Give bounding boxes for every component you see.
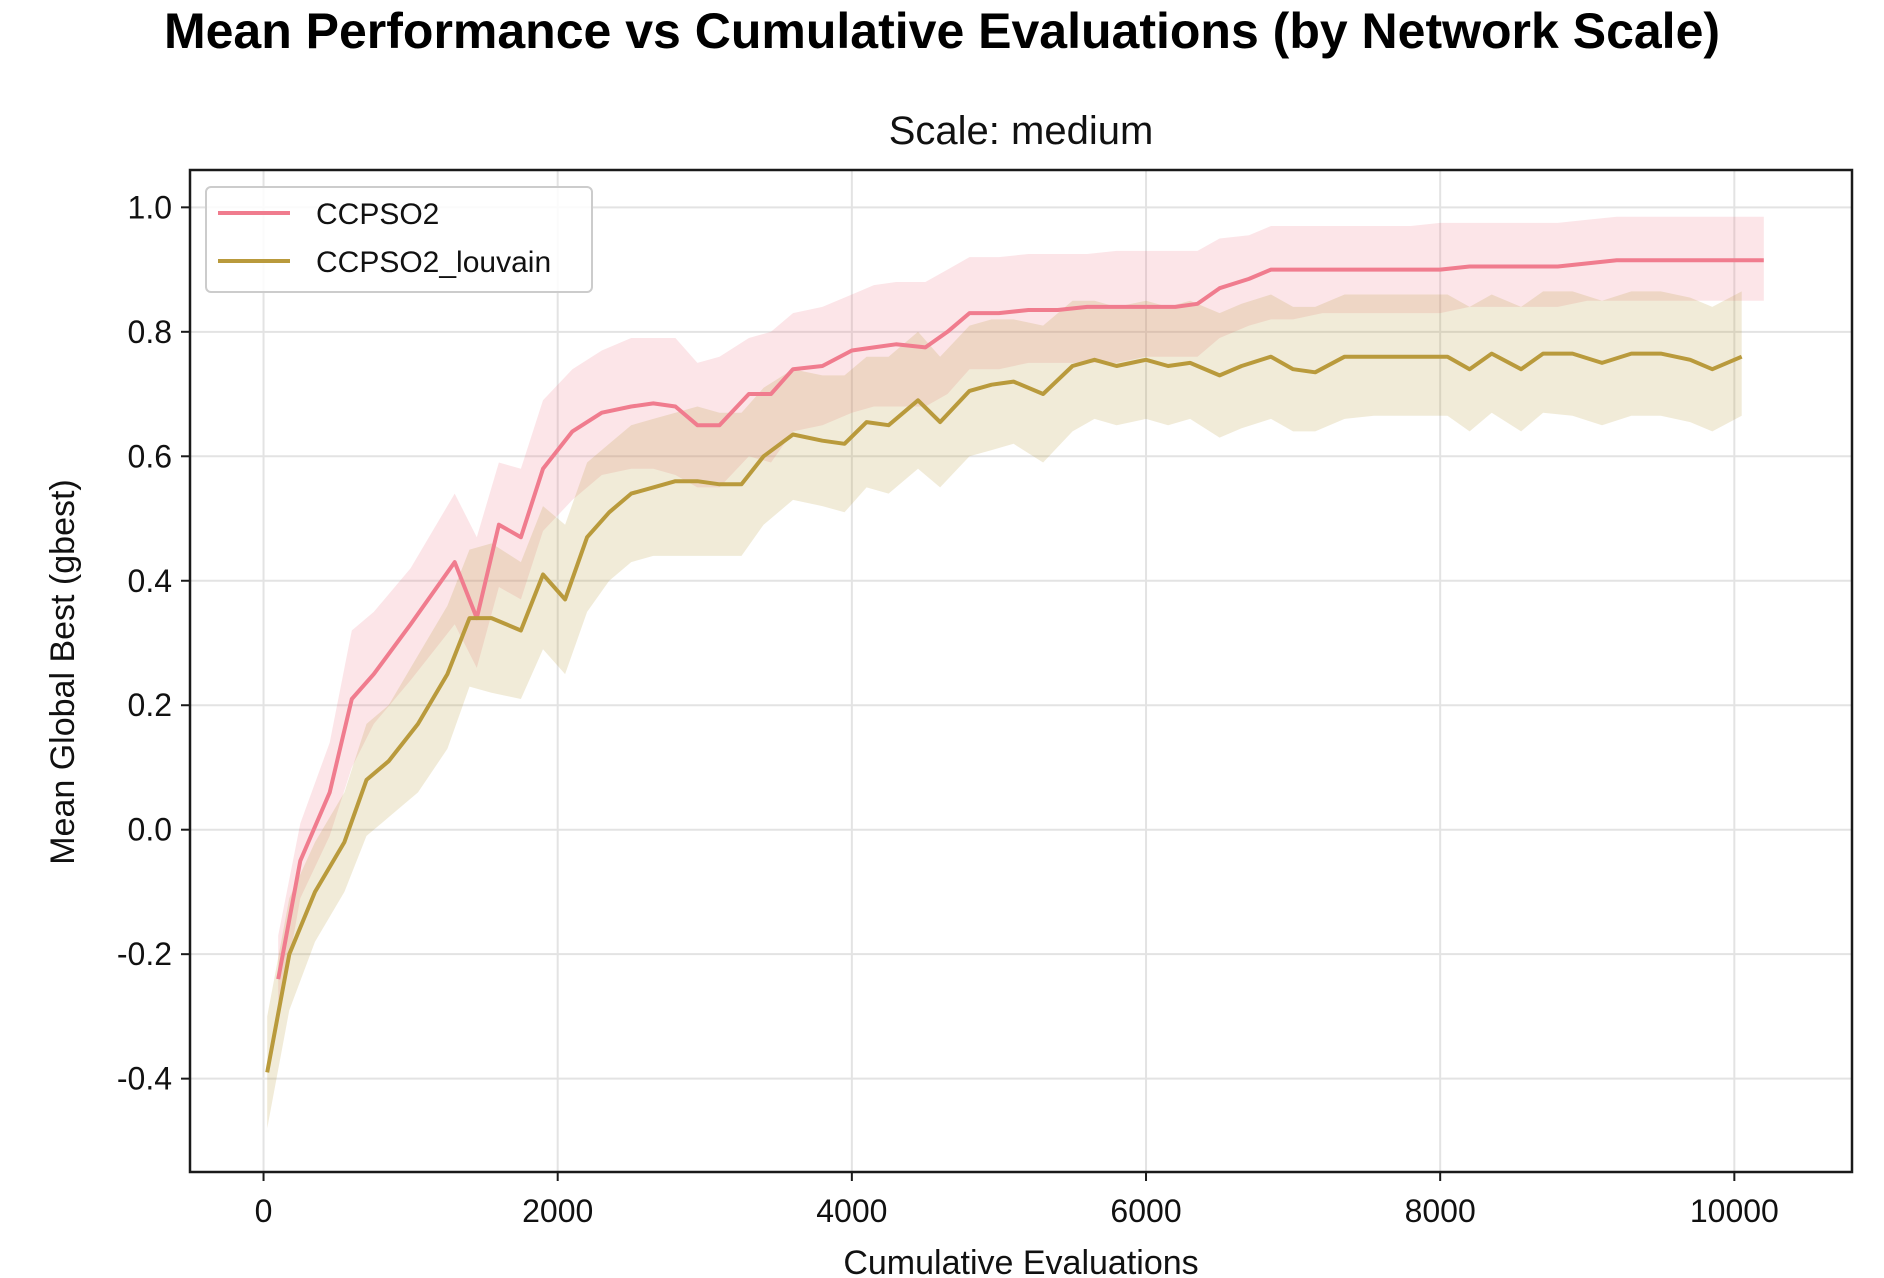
y-tick-label: 0.8 [128, 314, 172, 350]
legend-frame [205, 186, 593, 293]
y-tick-label: -0.4 [117, 1061, 172, 1097]
legend: CCPSO2 CCPSO2_louvain [205, 186, 593, 293]
line-ccpso2-louvain [265, 351, 1743, 1073]
y-axis-ticks: -0.4 -0.2 0.0 0.2 0.4 0.6 0.8 1.0 [117, 189, 190, 1097]
line-ccpso2 [276, 258, 1764, 980]
axes-frame [188, 168, 1854, 1174]
y-tick-label: 0.0 [128, 812, 172, 848]
y-tick-label: 1.0 [128, 189, 172, 225]
x-tick-label: 4000 [816, 1193, 887, 1229]
series-lines [265, 258, 1764, 1073]
y-tick-label: 0.2 [128, 687, 172, 723]
band-ccpso2 [278, 216, 1764, 1023]
x-tick-label: 0 [255, 1193, 273, 1229]
x-axis-label: Cumulative Evaluations [843, 1244, 1198, 1278]
legend-label-ccpso2-louvain: CCPSO2_louvain [316, 246, 551, 279]
y-tick-label: -0.2 [117, 936, 172, 972]
x-tick-label: 8000 [1405, 1193, 1476, 1229]
confidence-bands [267, 216, 1764, 1129]
x-tick-label: 2000 [522, 1193, 593, 1229]
x-axis-ticks: 0 2000 4000 6000 8000 10000 [255, 1172, 1779, 1229]
y-axis-label: Mean Global Best (gbest) [44, 479, 82, 865]
grid-lines [190, 170, 1852, 1172]
axes-title: Scale: medium [889, 109, 1154, 153]
x-tick-label: 10000 [1690, 1193, 1779, 1229]
x-tick-label: 6000 [1110, 1193, 1181, 1229]
y-tick-label: 0.4 [128, 563, 172, 599]
legend-label-ccpso2: CCPSO2 [316, 198, 439, 231]
figure-suptitle: Mean Performance vs Cumulative Evaluatio… [164, 3, 1720, 59]
band-ccpso2-louvain [267, 291, 1742, 1129]
y-tick-label: 0.6 [128, 438, 172, 474]
